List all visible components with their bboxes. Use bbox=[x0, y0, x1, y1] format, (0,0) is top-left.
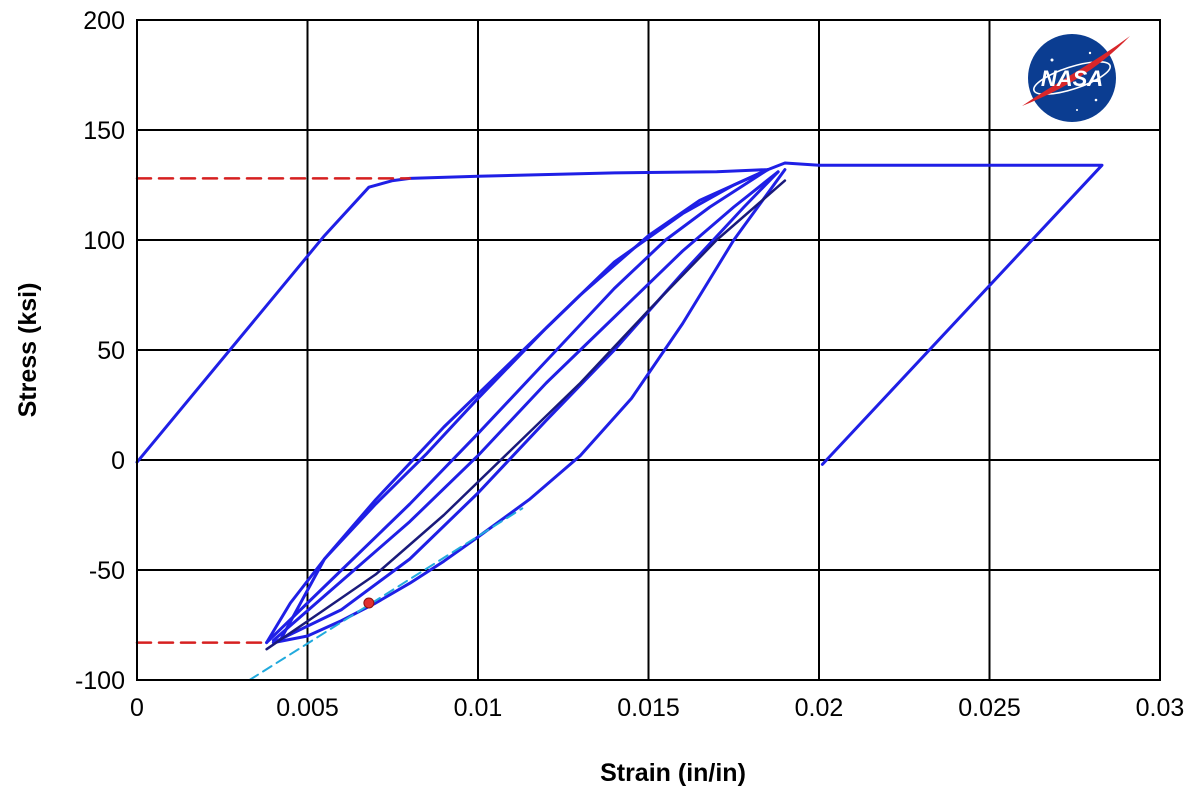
nasa-logo: NASA bbox=[1022, 34, 1130, 122]
y-tick-label-5: 150 bbox=[83, 117, 125, 145]
x-tick-label-4: 0.02 bbox=[795, 694, 844, 722]
grid bbox=[136, 19, 1161, 681]
series-group bbox=[135, 161, 1104, 681]
y-tick-label-3: 50 bbox=[97, 337, 125, 365]
series-line-main-3 bbox=[278, 168, 770, 642]
y-tick-label-0: -100 bbox=[75, 667, 125, 695]
x-tick-label-1: 0.005 bbox=[276, 694, 339, 722]
x-tick-label-3: 0.015 bbox=[617, 694, 680, 722]
data-point-marker-0 bbox=[363, 597, 375, 609]
x-tick-label-2: 0.01 bbox=[454, 694, 503, 722]
y-tick-label-1: -50 bbox=[89, 557, 125, 585]
x-axis-title: Strain (in/in) bbox=[600, 759, 746, 786]
marker-group bbox=[363, 597, 375, 609]
series-line-main-1 bbox=[265, 168, 770, 645]
x-tick-label-6: 0.03 bbox=[1136, 694, 1185, 722]
tick-labels: 0 0.005 0.01 0.015 0.02 0.025 0.03 -100 -50 0 50 10… bbox=[75, 7, 1184, 722]
series-line-main-0 bbox=[135, 161, 1104, 466]
series-line-tangent-10 bbox=[248, 507, 524, 681]
y-tick-label-6: 200 bbox=[83, 7, 125, 35]
series-line-main-6 bbox=[271, 168, 787, 645]
series-line-dark-7 bbox=[265, 179, 787, 651]
nasa-logo-vector bbox=[1022, 36, 1130, 106]
x-tick-label-5: 0.025 bbox=[958, 694, 1021, 722]
y-tick-label-2: 0 bbox=[111, 447, 125, 475]
nasa-logo-text: NASA bbox=[1041, 66, 1103, 91]
series-line-main-4 bbox=[271, 170, 780, 642]
x-tick-label-0: 0 bbox=[130, 694, 144, 722]
series-line-main-5 bbox=[271, 170, 780, 645]
y-axis-title: Stress (ksi) bbox=[14, 283, 42, 418]
y-tick-label-4: 100 bbox=[83, 227, 125, 255]
plot-frame bbox=[136, 19, 1161, 681]
series-line-main-2 bbox=[265, 168, 770, 645]
